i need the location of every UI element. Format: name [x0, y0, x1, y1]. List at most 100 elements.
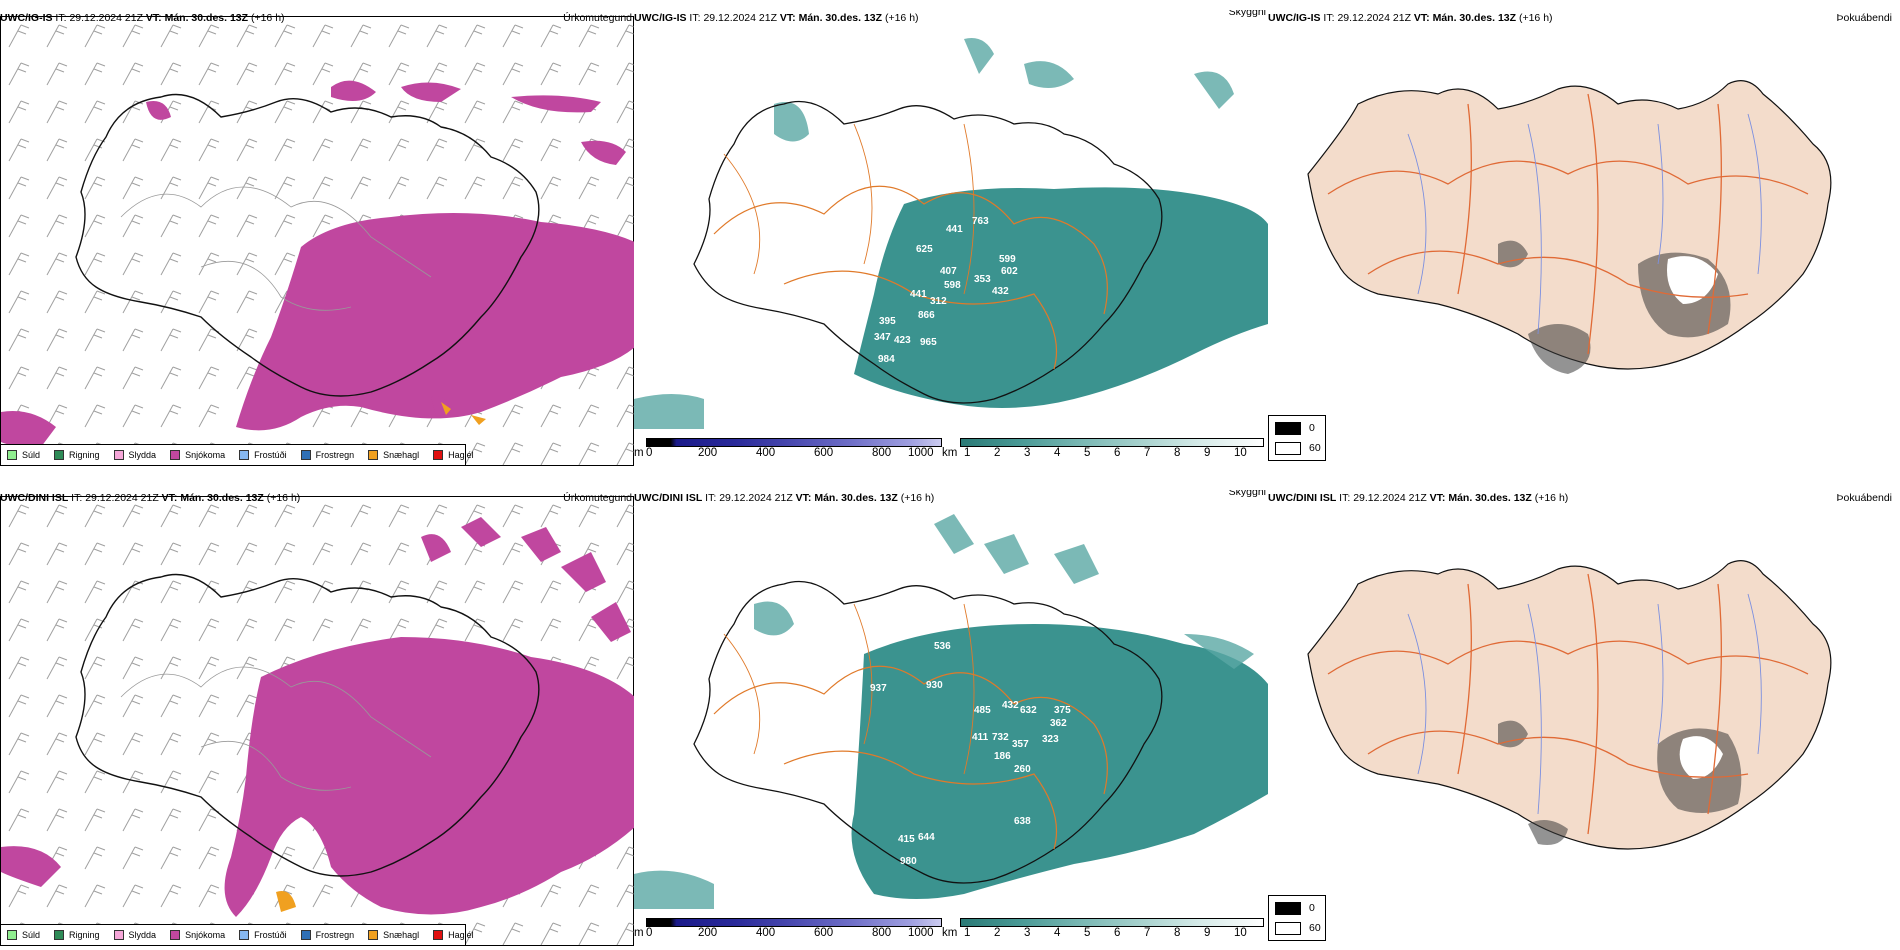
- visibility-value-label: 917: [852, 204, 869, 215]
- legend-swatch: [54, 450, 65, 460]
- visibility-value-label: 965: [920, 337, 937, 348]
- fog-area-light: [1667, 256, 1718, 304]
- visibility-colorbar: km 1 2 3 4 5 6 7 8 9 10: [942, 438, 1268, 460]
- legend-item-frostudi: Frostúði: [239, 930, 287, 940]
- legend-item-slydda: Slydda: [113, 930, 156, 940]
- roads: [1327, 93, 1809, 355]
- height-colorbar-gradient: [646, 438, 942, 447]
- panel-title: Þokuábendi: [1836, 492, 1892, 504]
- visibility-colorbar-gradient: [960, 438, 1264, 447]
- legend-item-haglel: Haglél: [433, 930, 474, 940]
- land-area: [1307, 560, 1832, 850]
- visibility-value-label: 375: [1054, 705, 1071, 716]
- legend-item-rigning: Rigning: [54, 450, 100, 460]
- legend-swatch: [170, 450, 181, 460]
- height-colorbar-gradient: [646, 918, 942, 927]
- panel-header: UWC/DINI ISL IT: 29.12.2024 21Z VT: Mán.…: [0, 492, 632, 504]
- visibility-tick: 7: [1144, 927, 1151, 939]
- visibility-tick: 5: [1084, 447, 1091, 459]
- panel-precip-igis: UWC/IG-IS IT: 29.12.2024 21Z VT: Mán. 30…: [0, 10, 634, 466]
- fog-area-light: [1679, 736, 1723, 779]
- visibility-map-graphic: 6819174417636254075996025983534324413128…: [634, 38, 1268, 429]
- height-tick: 600: [814, 927, 834, 939]
- legend-item-frostudi: Frostúði: [239, 450, 287, 460]
- visibility-tick: 8: [1174, 447, 1181, 459]
- precip-legend: Súld Rigning Slydda Snjókoma Frostúði Fr…: [0, 924, 474, 946]
- visibility-tick: 6: [1114, 447, 1121, 459]
- legend-swatch: [7, 450, 17, 460]
- legend-swatch: [239, 450, 250, 460]
- visibility-tick: 7: [1144, 447, 1151, 459]
- visibility-tick: 6: [1114, 927, 1121, 939]
- legend-swatch: [239, 930, 250, 940]
- rivers: [1407, 113, 1762, 335]
- visibility-value-label: 732: [992, 732, 1009, 743]
- visibility-tick: 10: [1234, 927, 1247, 939]
- panel-title: Skyggni: [1228, 490, 1266, 498]
- panel-header: UWC/IG-IS IT: 29.12.2024 21Z VT: Mán. 30…: [0, 12, 632, 24]
- visibility-unit: km: [942, 927, 958, 939]
- visibility-value-label: 598: [944, 280, 961, 291]
- fog-legend: 0 60: [1268, 895, 1326, 941]
- visibility-tick: 2: [994, 927, 1001, 939]
- precip-map: [0, 16, 634, 466]
- visibility-value-label: 423: [894, 335, 911, 346]
- visibility-value-label: 357: [1012, 739, 1029, 750]
- visibility-map: 536 937 930 485 432 632 375 362 411 732 357 323 186 2…: [634, 514, 1268, 909]
- panel-title: Skyggni: [1228, 10, 1266, 18]
- legend-item-frostregn: Frostregn: [300, 450, 354, 460]
- legend-item-snjokoma: Snjókoma: [170, 930, 225, 940]
- visibility-value-label: 441: [946, 224, 963, 235]
- visibility-value-label: 644: [918, 832, 935, 843]
- panel-fog-dini: UWC/DINI ISL IT: 29.12.2024 21Z VT: Mán.…: [1268, 490, 1900, 946]
- height-unit: m: [634, 927, 644, 939]
- visibility-value-label: 866: [918, 310, 935, 321]
- visibility-tick: 9: [1204, 447, 1211, 459]
- panel-visibility-igis: UWC/IG-IS IT: 29.12.2024 21Z VT: Mán. 30…: [634, 10, 1268, 466]
- precip-map: [0, 496, 634, 946]
- panel-header: UWC/IG-IS IT: 29.12.2024 21Z VT: Mán. 30…: [1268, 12, 1892, 24]
- visibility-tick: 5: [1084, 927, 1091, 939]
- visibility-value-label: 432: [992, 286, 1009, 297]
- rivers: [1407, 593, 1762, 815]
- low-visibility-area-small: [634, 38, 1234, 429]
- visibility-value-label: 312: [930, 296, 947, 307]
- fog-legend: 0 60: [1268, 415, 1326, 461]
- visibility-value-label: 323: [1042, 734, 1059, 745]
- visibility-value-label: 980: [900, 856, 917, 867]
- fog-legend-swatch-black: [1275, 902, 1301, 915]
- graupel-area: [441, 402, 486, 425]
- panel-header: UWC/IG-IS IT: 29.12.2024 21Z VT: Mán. 30…: [634, 10, 1268, 26]
- snow-area: [236, 213, 634, 431]
- fog-legend-swatch-black: [1275, 422, 1301, 435]
- legend-swatch: [433, 450, 444, 460]
- precip-map-graphic: [1, 497, 634, 946]
- visibility-value-label: 260: [1014, 764, 1031, 775]
- visibility-value-label: 632: [1020, 705, 1037, 716]
- height-tick: 1000: [908, 447, 934, 459]
- visibility-value-label: 395: [879, 316, 896, 327]
- visibility-value-label: 625: [916, 244, 933, 255]
- visibility-colorbar-gradient: [960, 918, 1264, 927]
- legend-swatch: [113, 450, 124, 460]
- visibility-value-label: 415: [898, 834, 915, 845]
- fog-map-graphic: [1307, 560, 1832, 850]
- legend-item-snaehagl: Snæhagl: [368, 450, 419, 460]
- visibility-tick: 9: [1204, 927, 1211, 939]
- precip-legend: Súld Rigning Slydda Snjókoma Frostúði Fr…: [0, 444, 474, 466]
- legend-swatch: [54, 930, 65, 940]
- legend-item-haglel: Haglél: [433, 450, 474, 460]
- panel-header: UWC/DINI ISL IT: 29.12.2024 21Z VT: Mán.…: [634, 490, 1268, 506]
- height-colorbar: m 0 200 400 600 800 1000: [634, 438, 944, 460]
- legend-item-snjokoma: Snjókoma: [170, 450, 225, 460]
- panel-fog-igis: UWC/IG-IS IT: 29.12.2024 21Z VT: Mán. 30…: [1268, 10, 1900, 466]
- legend-swatch: [300, 930, 311, 940]
- visibility-value-label: 937: [870, 683, 887, 694]
- visibility-value-label: 353: [974, 274, 991, 285]
- panel-title: Þokuábendi: [1836, 12, 1892, 24]
- legend-item-rigning: Rigning: [54, 930, 100, 940]
- fog-map: [1268, 34, 1900, 434]
- height-colorbar: m 0 200 400 600 800 1000: [634, 918, 944, 940]
- legend-swatch: [433, 930, 444, 940]
